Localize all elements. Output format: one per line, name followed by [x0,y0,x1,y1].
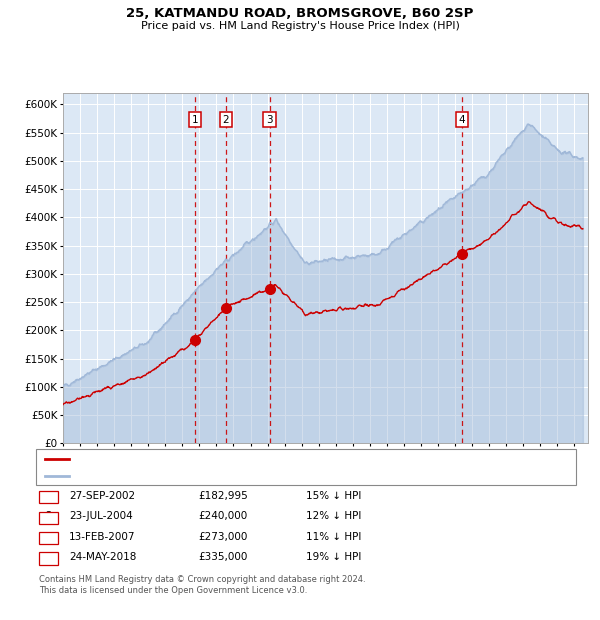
Text: £240,000: £240,000 [198,512,247,521]
Text: HPI: Average price, detached house, Bromsgrove: HPI: Average price, detached house, Brom… [73,471,317,481]
Text: £182,995: £182,995 [198,491,248,501]
Text: 2: 2 [45,512,52,521]
Text: 4: 4 [458,115,465,125]
Text: 3: 3 [266,115,273,125]
Text: 15% ↓ HPI: 15% ↓ HPI [306,491,361,501]
Text: 11% ↓ HPI: 11% ↓ HPI [306,532,361,542]
Text: £335,000: £335,000 [198,552,247,562]
Text: 1: 1 [191,115,198,125]
Text: 23-JUL-2004: 23-JUL-2004 [69,512,133,521]
Text: Price paid vs. HM Land Registry's House Price Index (HPI): Price paid vs. HM Land Registry's House … [140,21,460,31]
Text: 13-FEB-2007: 13-FEB-2007 [69,532,136,542]
Text: 4: 4 [45,552,52,562]
Text: 25, KATMANDU ROAD, BROMSGROVE, B60 2SP: 25, KATMANDU ROAD, BROMSGROVE, B60 2SP [127,7,473,20]
Text: 12% ↓ HPI: 12% ↓ HPI [306,512,361,521]
Text: 24-MAY-2018: 24-MAY-2018 [69,552,136,562]
Text: Contains HM Land Registry data © Crown copyright and database right 2024.
This d: Contains HM Land Registry data © Crown c… [39,575,365,595]
Text: 1: 1 [45,491,52,501]
Text: 25, KATMANDU ROAD, BROMSGROVE, B60 2SP (detached house): 25, KATMANDU ROAD, BROMSGROVE, B60 2SP (… [73,454,398,464]
Text: 19% ↓ HPI: 19% ↓ HPI [306,552,361,562]
Text: 2: 2 [223,115,229,125]
Text: 3: 3 [45,532,52,542]
Text: 27-SEP-2002: 27-SEP-2002 [69,491,135,501]
Text: £273,000: £273,000 [198,532,247,542]
